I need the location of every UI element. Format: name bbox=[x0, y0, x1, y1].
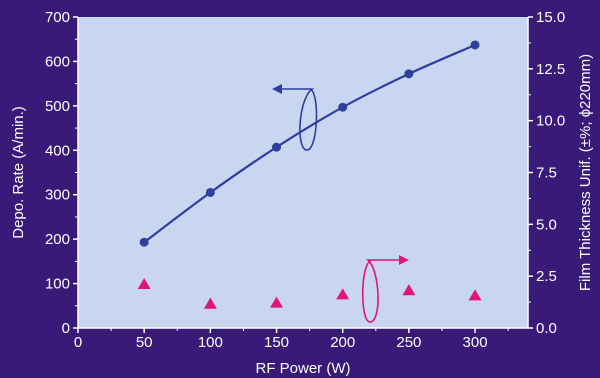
y2-axis-title: Film Thickness Unif. (±%; ϕ220mm) bbox=[577, 54, 594, 291]
y-tick-label: 500 bbox=[45, 98, 70, 115]
axes: 0 50 100 150 200 250 300 0 100 200 300 400 500 600 700… bbox=[45, 9, 565, 351]
series-layer bbox=[137, 40, 482, 309]
left-axis-indicator-arrow bbox=[278, 88, 318, 151]
series-0-point bbox=[139, 237, 149, 247]
series-1-point bbox=[203, 297, 217, 309]
right-axis-indicator-arrow bbox=[361, 259, 402, 323]
series-0-point bbox=[205, 187, 215, 197]
series-1-point bbox=[270, 296, 284, 308]
y-tick-label: 200 bbox=[45, 231, 70, 248]
x-tick-label: 100 bbox=[198, 334, 223, 351]
plot-area bbox=[78, 17, 528, 328]
series-1-point bbox=[336, 288, 350, 300]
y2-tick-label: 15.0 bbox=[536, 9, 565, 26]
y-tick-label: 300 bbox=[45, 187, 70, 204]
series-0-point bbox=[404, 69, 414, 79]
x-tick-label: 200 bbox=[330, 334, 355, 351]
y-tick-label: 100 bbox=[45, 276, 70, 293]
y2-tick-label: 10.0 bbox=[536, 113, 565, 130]
series-0-point bbox=[470, 40, 480, 50]
x-axis-title: RF Power (W) bbox=[256, 360, 351, 377]
series-1-point bbox=[137, 277, 151, 290]
x-tick-label: 150 bbox=[264, 334, 289, 351]
series-0-point bbox=[338, 102, 348, 112]
y2-tick-label: 5.0 bbox=[536, 216, 557, 233]
y2-tick-label: 7.5 bbox=[536, 165, 557, 182]
y2-tick-label: 0.0 bbox=[536, 320, 557, 337]
left-axis-arrowhead bbox=[272, 84, 282, 94]
series-1-point bbox=[402, 284, 416, 296]
x-tick-label: 250 bbox=[396, 334, 421, 351]
y-tick-label: 600 bbox=[45, 53, 70, 70]
x-tick-label: 300 bbox=[463, 334, 488, 351]
right-axis-arrowhead bbox=[399, 255, 409, 265]
y-axis-title: Depo. Rate (A/min.) bbox=[10, 106, 27, 239]
x-tick-label: 50 bbox=[136, 334, 153, 351]
y2-tick-label: 12.5 bbox=[536, 61, 565, 78]
x-tick-label: 0 bbox=[74, 334, 82, 351]
series-0-point bbox=[272, 142, 282, 152]
series-0-line bbox=[143, 43, 476, 244]
y-tick-label: 0 bbox=[62, 320, 70, 337]
series-1-point bbox=[468, 289, 482, 301]
y2-tick-label: 2.5 bbox=[536, 268, 557, 285]
y-tick-label: 700 bbox=[45, 9, 70, 26]
y-tick-label: 400 bbox=[45, 142, 70, 159]
annotation-layer bbox=[272, 84, 409, 323]
